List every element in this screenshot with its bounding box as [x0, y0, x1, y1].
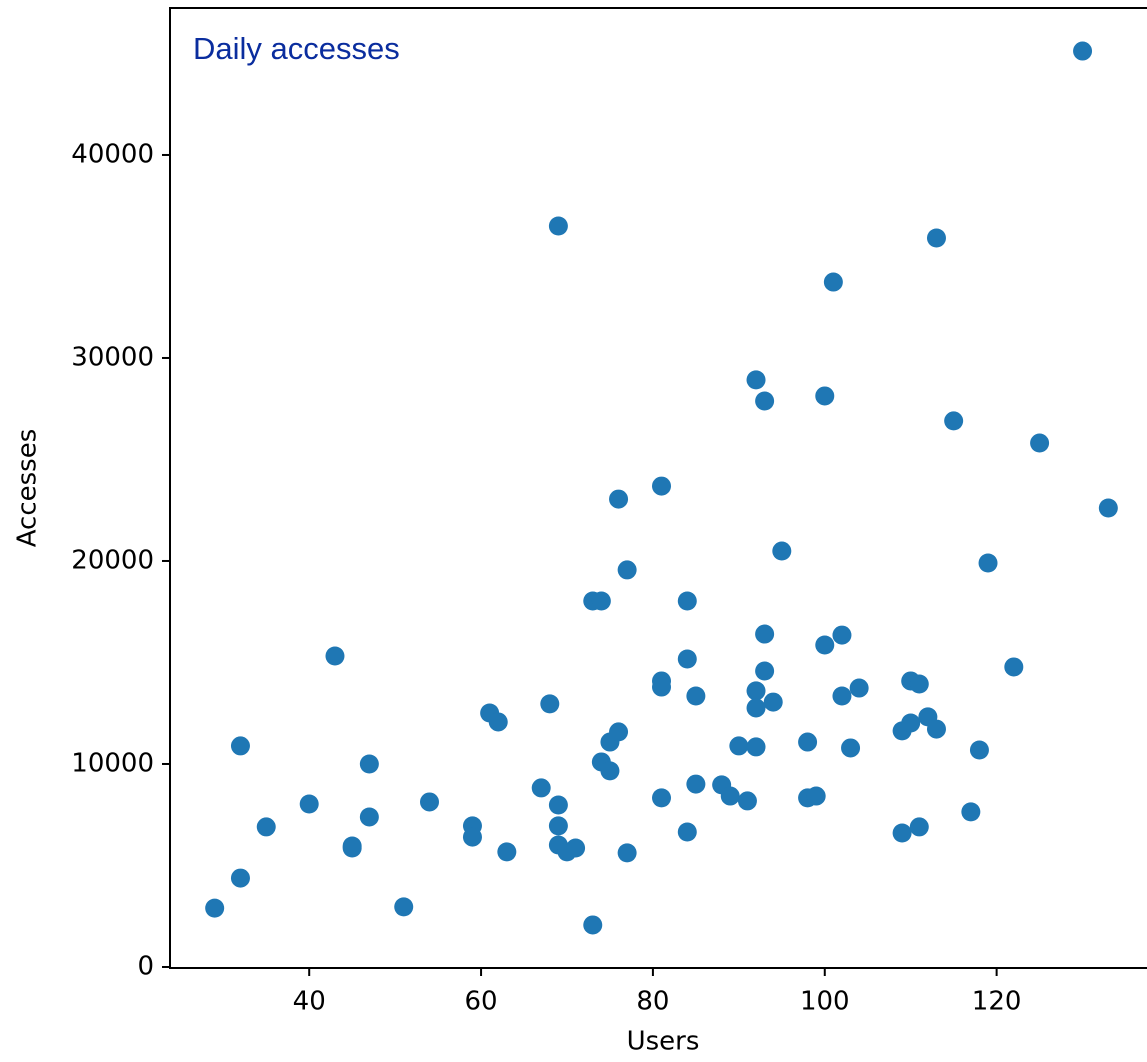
point: [755, 624, 775, 644]
point: [815, 635, 835, 655]
point: [1030, 433, 1050, 453]
point: [1004, 657, 1024, 677]
point: [462, 827, 482, 847]
point: [909, 817, 929, 837]
x-tick-label: 120: [972, 987, 1022, 1017]
point: [737, 791, 757, 811]
y-tick-label: 20000: [71, 545, 154, 575]
point: [325, 646, 345, 666]
point: [806, 786, 826, 806]
y-tick-label: 30000: [71, 342, 154, 372]
y-axis-label: Accesses: [13, 429, 43, 548]
point: [609, 489, 629, 509]
point: [746, 737, 766, 757]
point: [205, 898, 225, 918]
x-tick-label: 60: [465, 987, 498, 1017]
point: [256, 817, 276, 837]
point: [548, 795, 568, 815]
x-tick-label: 80: [636, 987, 669, 1017]
point: [755, 391, 775, 411]
point: [600, 761, 620, 781]
point: [652, 677, 672, 697]
point: [497, 842, 517, 862]
point: [720, 786, 740, 806]
point: [969, 740, 989, 760]
point: [763, 692, 783, 712]
point: [772, 541, 792, 561]
plot-frame: [169, 7, 1147, 969]
point: [832, 686, 852, 706]
point: [420, 792, 440, 812]
point: [342, 838, 362, 858]
point: [746, 698, 766, 718]
point: [815, 386, 835, 406]
point: [359, 754, 379, 774]
point: [686, 774, 706, 794]
point: [686, 686, 706, 706]
point: [548, 216, 568, 236]
point: [841, 738, 861, 758]
point: [488, 712, 508, 732]
point: [591, 591, 611, 611]
y-tick-label: 0: [137, 951, 154, 981]
point: [746, 681, 766, 701]
point: [961, 802, 981, 822]
point: [677, 591, 697, 611]
point: [299, 794, 319, 814]
x-tick-label: 40: [293, 987, 326, 1017]
x-tick-label: 100: [800, 987, 850, 1017]
point: [652, 476, 672, 496]
point: [230, 736, 250, 756]
point: [677, 822, 697, 842]
point: [978, 553, 998, 573]
point: [652, 788, 672, 808]
y-tick-label: 40000: [71, 139, 154, 169]
point: [359, 807, 379, 827]
chart-title: Daily accesses: [193, 31, 400, 66]
point: [926, 228, 946, 248]
point: [832, 625, 852, 645]
point: [394, 897, 414, 917]
point: [798, 732, 818, 752]
point: [566, 838, 586, 858]
point: [548, 816, 568, 836]
point: [901, 713, 921, 733]
point: [609, 722, 629, 742]
point: [230, 868, 250, 888]
point: [729, 736, 749, 756]
point: [677, 649, 697, 669]
point: [944, 411, 964, 431]
y-tick-label: 10000: [71, 748, 154, 778]
point: [926, 719, 946, 739]
point: [823, 272, 843, 292]
point: [849, 678, 869, 698]
point: [617, 843, 637, 863]
point: [909, 674, 929, 694]
x-axis-label: Users: [627, 1027, 700, 1057]
point: [540, 694, 560, 714]
point: [755, 661, 775, 681]
point: [892, 823, 912, 843]
point: [617, 560, 637, 580]
point: [1073, 41, 1093, 61]
point: [583, 915, 603, 935]
point: [1098, 498, 1118, 518]
point: [531, 778, 551, 798]
point: [746, 370, 766, 390]
